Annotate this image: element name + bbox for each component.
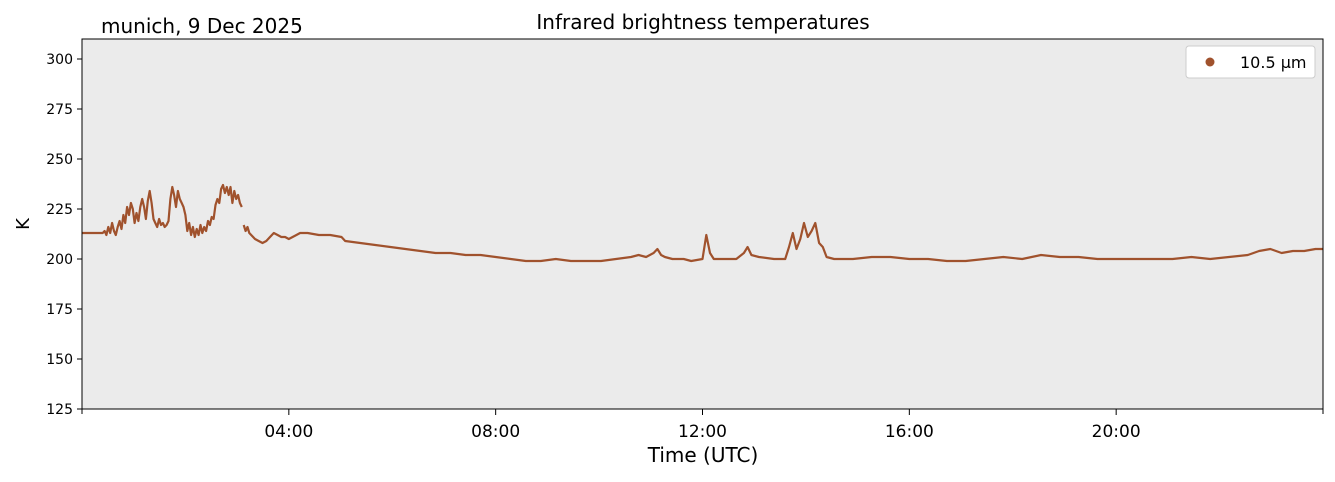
chart-title: Infrared brightness temperatures	[536, 10, 869, 34]
x-tick-label: 20:00	[1092, 422, 1141, 442]
y-tick-label: 150	[46, 352, 73, 368]
chart-subtitle: munich, 9 Dec 2025	[101, 14, 303, 38]
series-group	[82, 183, 1323, 263]
y-tick-label: 200	[46, 252, 73, 268]
legend-box	[1185, 45, 1316, 79]
x-tick-label: 12:00	[678, 422, 727, 442]
y-axis: 125 150 175 200 225 250 275 300	[46, 52, 82, 418]
x-tick-label: 04:00	[264, 422, 313, 442]
x-axis-label: Time (UTC)	[647, 443, 759, 467]
y-tick-label: 125	[46, 402, 73, 418]
plot-area	[82, 39, 1323, 409]
x-tick-label: 08:00	[471, 422, 520, 442]
legend: 10.5 µm	[1185, 45, 1316, 79]
y-tick-label: 275	[46, 102, 73, 118]
y-tick-label: 175	[46, 302, 73, 318]
y-tick-label: 300	[46, 52, 73, 68]
x-axis: 04:00 08:00 12:00 16:00 20:00	[81, 409, 1324, 442]
series-line-0	[82, 183, 1323, 263]
x-tick-label: 16:00	[885, 422, 934, 442]
y-tick-label: 225	[46, 202, 73, 218]
y-axis-label: K	[13, 217, 34, 230]
legend-marker	[1205, 57, 1215, 67]
legend-label: 10.5 µm	[1240, 53, 1306, 72]
plot-frame	[81, 38, 1324, 410]
y-tick-label: 250	[46, 152, 73, 168]
